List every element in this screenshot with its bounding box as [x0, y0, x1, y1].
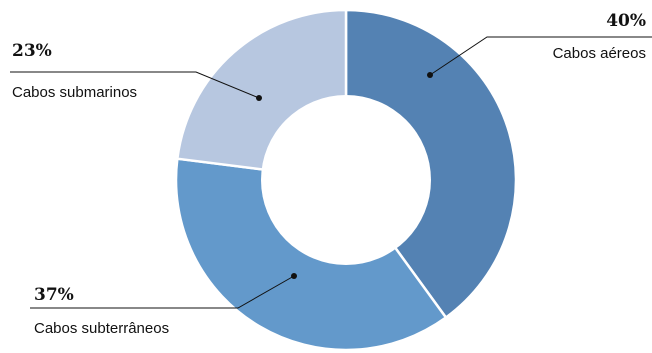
slice-cabos-aereos: [344, 8, 518, 320]
leader-line-cabos-aereos: [429, 36, 652, 76]
leader-dot-cabos-aereos: [427, 72, 433, 78]
donut-hole: [261, 95, 431, 265]
annotation-cabos-submarinos: 23% Cabos submarinos: [10, 41, 262, 101]
value-label-cabos-submarinos: 23%: [12, 41, 52, 61]
value-label-cabos-subterraneos: 37%: [34, 285, 74, 305]
slice-label-cabos-aereos: Cabos aéreos: [553, 45, 646, 62]
annotation-cabos-subterraneos: 37% Cabos subterrâneos: [30, 273, 297, 337]
slice-label-cabos-subterraneos: Cabos subterrâneos: [34, 320, 169, 337]
leader-dot-cabos-submarinos: [256, 95, 262, 101]
leader-line-cabos-submarinos: [10, 71, 260, 99]
value-label-cabos-aereos: 40%: [606, 11, 646, 31]
annotation-cabos-aereos: 40% Cabos aéreos: [427, 11, 652, 78]
leader-line-cabos-subterraneos: [30, 275, 295, 309]
slice-label-cabos-submarinos: Cabos submarinos: [12, 84, 137, 101]
leader-dot-cabos-subterraneos: [291, 273, 297, 279]
